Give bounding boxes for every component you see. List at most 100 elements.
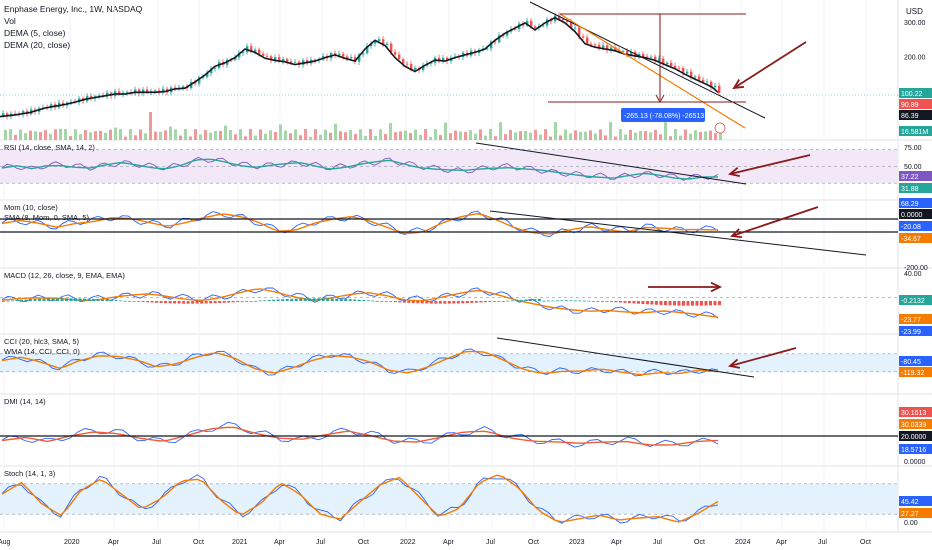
rsi-value-badge — [899, 183, 932, 193]
candle-body — [446, 57, 449, 62]
candle-body — [682, 67, 685, 74]
macd-histogram-bar — [483, 301, 487, 303]
x-axis-label: Apr — [443, 539, 455, 546]
candle-body — [642, 54, 645, 57]
candle-body — [602, 45, 605, 49]
macd-histogram-bar — [533, 299, 537, 301]
flash-icon — [714, 122, 726, 134]
rsi-y-tick: 75.00 — [904, 145, 922, 152]
candle-body — [410, 64, 413, 70]
candle-body — [498, 35, 501, 43]
macd-histogram-bar — [519, 299, 523, 301]
stoch-panel[interactable]: Stoch (14, 1, 3) 0.00 — [0, 469, 918, 527]
macd-histogram-bar — [614, 301, 618, 303]
candle-body — [558, 15, 561, 20]
volume-bar — [94, 131, 97, 140]
volume-bar — [114, 127, 117, 140]
macd-histogram-bar — [339, 298, 343, 301]
candle-body — [706, 81, 709, 83]
volume-bar — [249, 129, 252, 140]
candle-body — [294, 61, 297, 63]
macd-histogram-bar — [600, 301, 604, 302]
volume-bar — [309, 136, 312, 140]
macd-histogram-bar — [96, 299, 100, 301]
volume-bar — [569, 133, 572, 140]
macd-histogram-bar — [231, 301, 235, 303]
volume-bar — [319, 134, 322, 140]
volume-bar — [534, 129, 537, 140]
macd-histogram-bar — [69, 298, 73, 301]
volume-bar — [264, 133, 267, 140]
stoch-value-badge — [899, 508, 932, 518]
rsi-value-badge — [899, 171, 932, 181]
macd-histogram-bar — [38, 298, 42, 301]
candle-body — [582, 36, 585, 38]
volume-bar — [464, 131, 467, 140]
macd-histogram-bar — [227, 301, 231, 303]
macd-histogram-bar — [380, 301, 384, 302]
rsi-panel[interactable]: RSI (14, close, SMA, 14, 2)75.0050.0025.… — [0, 143, 922, 190]
volume-bar — [684, 129, 687, 140]
dmi-value-label: 20.0000 — [901, 434, 926, 441]
candle-body — [214, 67, 217, 69]
candle-body — [710, 81, 713, 88]
macd-histogram-bar — [200, 301, 204, 304]
macd-histogram-bar — [285, 298, 289, 301]
volume-bar — [49, 133, 52, 140]
mom-value-label: -20.08 — [901, 224, 921, 231]
macd-histogram-bar — [560, 300, 564, 302]
rsi-series-line — [1, 158, 719, 180]
macd-histogram-bar — [713, 301, 717, 306]
candle-body — [282, 59, 285, 62]
dmi-value-label: 30.1613 — [901, 410, 926, 417]
macd-histogram-bar — [249, 301, 253, 302]
candle-body — [486, 48, 489, 50]
candle-body — [686, 71, 689, 74]
dmi-value-badge — [899, 407, 932, 417]
volume-bar — [564, 129, 567, 140]
volume-bar — [134, 135, 137, 140]
x-axis-label: 2024 — [735, 539, 751, 546]
candle-body — [366, 46, 369, 54]
macd-histogram-bar — [645, 301, 649, 305]
price-orange-trendline — [559, 13, 746, 129]
price-trendline — [529, 1, 766, 119]
macd-histogram-bar — [281, 299, 285, 301]
candle-body — [442, 57, 445, 62]
volume-bar — [469, 130, 472, 140]
candle-body — [350, 57, 353, 59]
cci-panel[interactable]: CCI (20, hlc3, SMA, 5)WMA (14, CCI, CCI,… — [0, 337, 898, 377]
volume-bar — [154, 131, 157, 140]
dmi-panel[interactable]: DMI (14, 14) 0.0000 — [1, 397, 926, 466]
macd-histogram-bar — [465, 301, 469, 304]
macd-histogram-bar — [506, 300, 510, 302]
macd-y-tick: 40.00 — [904, 271, 922, 278]
mom-panel[interactable]: Mom (10, close)SMA (8, Mom, 0, SMA, 5) 0.… — [1, 203, 928, 272]
macd-histogram-bar — [654, 301, 658, 305]
cci-value-badge — [899, 356, 932, 366]
macd-histogram-bar — [528, 299, 532, 301]
candle-body — [674, 65, 677, 68]
macd-histogram-bar — [245, 301, 249, 302]
macd-panel[interactable]: MACD (12, 26, close, 9, EMA, EMA) 40.00 — [0, 271, 922, 319]
cci-subtitle: WMA (14, CCI, CCI, 0) — [4, 347, 80, 356]
volume-bar — [479, 129, 482, 140]
price-value-badge — [899, 126, 932, 136]
volume-bar — [169, 126, 172, 140]
dmi-series-line — [1, 421, 719, 448]
x-axis-label: Apr — [611, 539, 623, 546]
volume-bar — [414, 129, 417, 140]
macd-histogram-bar — [627, 301, 631, 304]
macd-histogram-bar — [353, 299, 357, 301]
volume-bar — [59, 128, 62, 140]
volume-bar — [409, 132, 412, 140]
macd-histogram-bar — [47, 298, 51, 301]
macd-histogram-bar — [344, 299, 348, 301]
x-axis-label: Oct — [860, 539, 871, 546]
volume-bar — [714, 133, 717, 140]
x-axis-label: Jul — [486, 539, 495, 546]
macd-histogram-bar — [596, 301, 600, 302]
macd-histogram-bar — [479, 301, 483, 303]
macd-histogram-bar — [672, 301, 676, 306]
